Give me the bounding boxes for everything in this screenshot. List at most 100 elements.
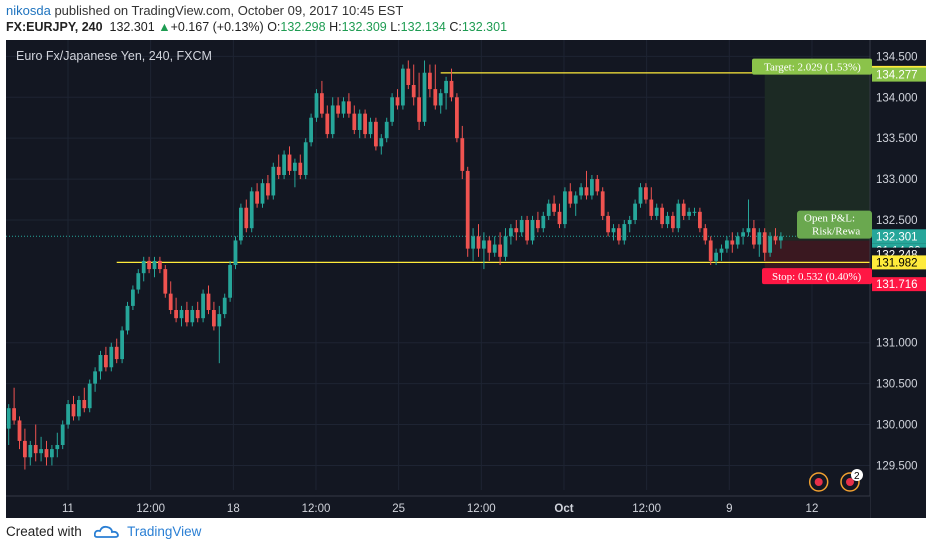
x-tick-label: 12:00 (467, 503, 496, 515)
x-tick-label: Oct (554, 503, 573, 515)
candle (93, 371, 97, 384)
candle (255, 191, 259, 204)
stop-label: Stop: 0.532 (0.40%) (772, 271, 862, 283)
candle (363, 113, 367, 135)
candle (406, 68, 411, 85)
candle (654, 207, 659, 216)
y-tick-label: 129.500 (876, 460, 918, 472)
y-tick-label: 133.000 (876, 174, 918, 186)
candle (676, 203, 681, 229)
candle (276, 166, 281, 175)
published-text: published on TradingView.com, October 09… (54, 3, 404, 18)
candle (719, 248, 724, 253)
candle (492, 244, 497, 253)
candle (600, 191, 605, 216)
candle (471, 236, 475, 249)
candle (530, 220, 535, 241)
candle (465, 170, 470, 249)
candle (401, 68, 405, 106)
candle (352, 113, 357, 130)
candle (649, 199, 654, 216)
x-tick-label: 12:00 (302, 503, 331, 515)
candle (271, 166, 276, 196)
candle (174, 310, 178, 319)
candle (509, 228, 513, 237)
candle (109, 346, 114, 368)
candle (671, 215, 675, 229)
username-link[interactable]: nikosda (6, 3, 51, 18)
candle (179, 310, 184, 319)
price-badge-label: 132.301 (876, 231, 918, 243)
price-badge (872, 255, 926, 270)
event-flag-icon (814, 478, 823, 486)
candle (217, 314, 222, 327)
candle (125, 305, 130, 331)
candle (455, 97, 459, 139)
time-axis (6, 496, 870, 518)
candle (449, 80, 454, 98)
candle (55, 445, 60, 450)
x-tick-label: 12:00 (136, 503, 165, 515)
candle (298, 162, 303, 175)
candle (168, 293, 173, 310)
candle (660, 207, 664, 225)
candle (536, 220, 540, 229)
candle (573, 195, 578, 204)
candle (293, 162, 297, 171)
candle (190, 310, 195, 323)
candle (692, 211, 697, 213)
candle (152, 260, 157, 270)
candle (752, 228, 756, 245)
candle (147, 260, 151, 270)
risk-reward-label: Risk/Rewa (812, 226, 860, 238)
low-value: 132.134 (400, 20, 446, 34)
candle (433, 89, 438, 106)
candle (368, 121, 373, 135)
candle (519, 220, 524, 233)
candle (260, 183, 265, 204)
candle (514, 228, 519, 233)
candle (768, 236, 772, 253)
up-arrow-icon: ▲ (158, 20, 171, 34)
candle (617, 228, 621, 241)
candle (633, 203, 637, 220)
tradingview-brand-link[interactable]: TradingView (127, 524, 202, 539)
x-tick-label: 9 (726, 503, 732, 515)
candle (444, 80, 448, 94)
candlestick-chart[interactable]: Euro Fx/Japanese Yen, 240, FXCM 134.500 13… (6, 40, 926, 518)
candle (44, 449, 49, 458)
candle (714, 252, 718, 261)
candle (374, 121, 378, 147)
candle (336, 105, 340, 114)
candle (28, 445, 33, 458)
publish-info: nikosda published on TradingView.com, Oc… (6, 3, 403, 18)
candle (12, 408, 16, 421)
x-tick-label: 12 (806, 503, 819, 515)
open-pl-box (797, 210, 872, 239)
candle (287, 154, 292, 171)
candle (60, 424, 65, 445)
close-label: C: (449, 20, 462, 34)
created-with-text: Created with (6, 524, 82, 539)
candle (309, 117, 313, 143)
chart-area[interactable]: Euro Fx/Japanese Yen, 240, FXCM 134.500 13… (6, 40, 926, 518)
event-count-label: 2 (854, 471, 860, 482)
candle (746, 228, 751, 233)
candle (82, 400, 87, 409)
candle (725, 240, 729, 249)
change-value: +0.167 (+0.13%) (170, 20, 264, 34)
candle (503, 236, 508, 257)
candle (638, 187, 643, 204)
candle (757, 232, 762, 245)
candle (158, 260, 162, 270)
event-count-badge (851, 469, 863, 481)
price-badge (872, 229, 926, 244)
candle (195, 310, 200, 319)
candle (136, 273, 141, 290)
candle (244, 207, 249, 229)
candle (779, 236, 783, 241)
candle (482, 240, 486, 249)
candle (314, 93, 319, 118)
candle (239, 207, 243, 241)
candle (703, 228, 708, 241)
